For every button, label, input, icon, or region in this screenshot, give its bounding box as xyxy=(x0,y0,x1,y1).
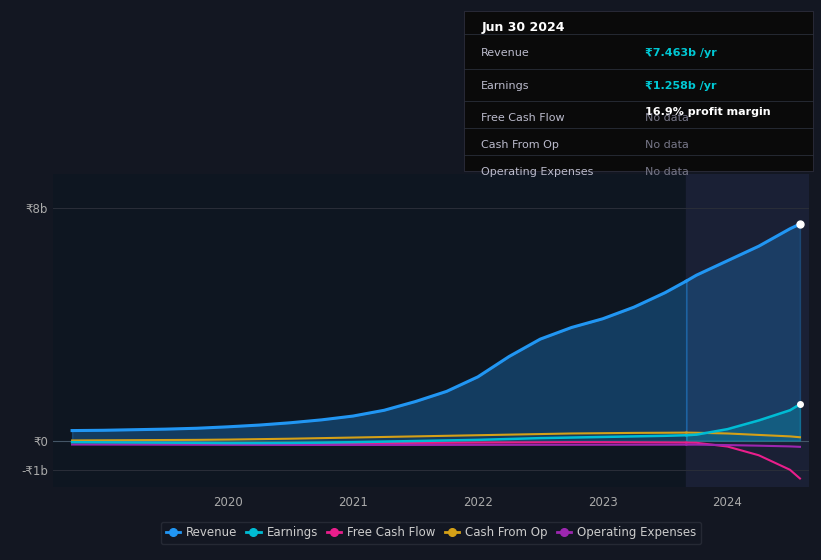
Text: ₹1.258b /yr: ₹1.258b /yr xyxy=(645,81,717,91)
Text: Jun 30 2024: Jun 30 2024 xyxy=(481,21,565,34)
Text: Earnings: Earnings xyxy=(481,81,530,91)
Text: Operating Expenses: Operating Expenses xyxy=(481,167,594,177)
FancyBboxPatch shape xyxy=(464,11,813,171)
Text: ₹7.463b /yr: ₹7.463b /yr xyxy=(645,48,717,58)
Legend: Revenue, Earnings, Free Cash Flow, Cash From Op, Operating Expenses: Revenue, Earnings, Free Cash Flow, Cash … xyxy=(161,521,701,544)
Text: Free Cash Flow: Free Cash Flow xyxy=(481,113,565,123)
Bar xyxy=(686,174,809,487)
Text: No data: No data xyxy=(645,113,689,123)
Text: No data: No data xyxy=(645,167,689,177)
Text: No data: No data xyxy=(645,139,689,150)
Text: 16.9% profit margin: 16.9% profit margin xyxy=(645,107,771,117)
Text: Cash From Op: Cash From Op xyxy=(481,139,559,150)
Text: Revenue: Revenue xyxy=(481,48,530,58)
